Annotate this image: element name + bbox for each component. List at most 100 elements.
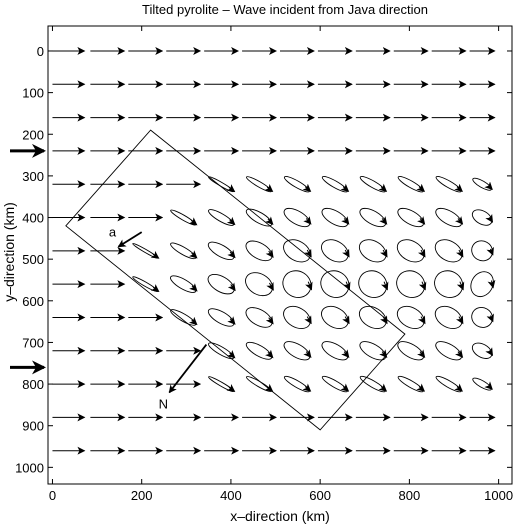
motion-arrow xyxy=(266,281,274,291)
motion-ellipse xyxy=(320,270,350,298)
motion-arrow xyxy=(265,315,274,325)
motion-ellipse xyxy=(170,309,197,326)
annotation-arrows: aN xyxy=(109,225,208,411)
motion-arrow xyxy=(188,316,198,326)
motion-ellipse xyxy=(132,243,159,259)
motion-arrow xyxy=(380,315,388,325)
motion-ellipse xyxy=(245,272,273,297)
motion-ellipse xyxy=(208,209,235,226)
annotation-arrow xyxy=(168,343,208,394)
motion-arrow xyxy=(340,183,350,192)
motion-ellipse xyxy=(397,207,425,228)
motion-arrow xyxy=(456,281,465,291)
motion-arrow xyxy=(227,249,236,259)
motion-ellipse xyxy=(208,176,235,193)
motion-arrow xyxy=(343,281,351,291)
motion-ellipse xyxy=(246,176,273,193)
motion-arrow xyxy=(305,281,313,291)
motion-ellipse xyxy=(132,276,159,293)
motion-ellipse xyxy=(470,271,494,298)
x-tick-label: 400 xyxy=(220,488,242,503)
motion-arrow xyxy=(417,248,426,258)
x-tick-label: 200 xyxy=(131,488,153,503)
motion-arrow xyxy=(484,181,493,190)
motion-arrow xyxy=(265,249,274,258)
motion-ellipse xyxy=(321,375,348,393)
motion-ellipse xyxy=(359,375,386,393)
motion-arrow xyxy=(304,248,312,258)
motion-ellipse xyxy=(396,239,425,263)
motion-ellipse xyxy=(435,341,463,361)
motion-arrow xyxy=(227,316,236,325)
motion-ellipse xyxy=(434,305,463,330)
motion-arrow xyxy=(304,315,312,325)
motion-arrow xyxy=(454,383,463,392)
motion-ellipse xyxy=(359,207,387,228)
motion-arrow xyxy=(189,283,198,292)
motion-arrow xyxy=(303,349,312,359)
motion-ellipse xyxy=(246,376,273,393)
motion-ellipse xyxy=(283,341,311,361)
motion-arrow xyxy=(417,349,426,359)
motion-arrow xyxy=(418,281,427,291)
motion-ellipse xyxy=(435,375,462,393)
motion-arrow xyxy=(416,183,426,192)
motion-arrow xyxy=(227,282,236,292)
motion-ellipse xyxy=(321,305,349,330)
motion-ellipse xyxy=(170,209,197,226)
motion-ellipse xyxy=(434,239,463,263)
motion-ellipse xyxy=(321,207,349,228)
motion-ellipse xyxy=(245,240,273,262)
annotation-label: N xyxy=(159,396,168,411)
motion-arrow xyxy=(265,349,274,359)
y-axis-label: y–direction (km) xyxy=(1,202,17,302)
y-tick-label: 1000 xyxy=(15,460,44,475)
y-tick-label: 700 xyxy=(22,335,44,350)
y-tick-label: 100 xyxy=(22,86,44,101)
y-tick-label: 300 xyxy=(22,169,44,184)
y-axis-ticks: 0 100 200 300 400 500 600 700 800 900 1000 xyxy=(15,44,512,475)
motion-ellipse xyxy=(283,207,311,228)
motion-arrow xyxy=(486,246,494,256)
particle-motion-field xyxy=(52,46,496,455)
motion-ellipse xyxy=(396,270,426,298)
motion-arrow xyxy=(264,183,274,193)
motion-arrow xyxy=(379,349,388,359)
motion-ellipse xyxy=(321,239,349,263)
motion-ellipse xyxy=(397,176,424,193)
motion-ellipse xyxy=(358,239,387,263)
x-tick-label: 0 xyxy=(49,488,56,503)
x-tick-label: 1000 xyxy=(484,488,513,503)
motion-ellipse xyxy=(245,307,273,328)
x-tick-label: 600 xyxy=(309,488,331,503)
motion-ellipse xyxy=(358,305,387,330)
motion-ellipse xyxy=(283,239,311,263)
motion-arrow xyxy=(455,216,464,225)
motion-ellipse xyxy=(471,209,493,226)
motion-ellipse xyxy=(245,341,273,360)
y-tick-label: 0 xyxy=(37,44,44,59)
plot-frame xyxy=(47,25,513,485)
annotation-arrow xyxy=(117,231,143,248)
motion-arrow xyxy=(226,216,236,226)
motion-ellipse xyxy=(208,376,235,392)
motion-arrow xyxy=(484,381,493,390)
motion-arrow xyxy=(455,248,464,258)
motion-arrow xyxy=(226,350,236,359)
motion-ellipse xyxy=(282,270,312,298)
motion-ellipse xyxy=(397,341,425,361)
y-tick-label: 600 xyxy=(22,294,44,309)
motion-ellipse xyxy=(170,242,197,260)
motion-arrow xyxy=(485,347,494,357)
motion-arrow xyxy=(341,349,350,359)
motion-arrow xyxy=(486,313,494,323)
y-tick-label: 400 xyxy=(22,211,44,226)
motion-arrow xyxy=(226,384,236,392)
motion-arrow xyxy=(378,183,388,192)
motion-ellipse xyxy=(207,241,235,261)
motion-arrow xyxy=(303,216,312,225)
motion-ellipse xyxy=(358,270,388,298)
motion-ellipse xyxy=(472,377,492,391)
motion-ellipse xyxy=(472,177,492,191)
motion-arrow xyxy=(380,281,389,291)
